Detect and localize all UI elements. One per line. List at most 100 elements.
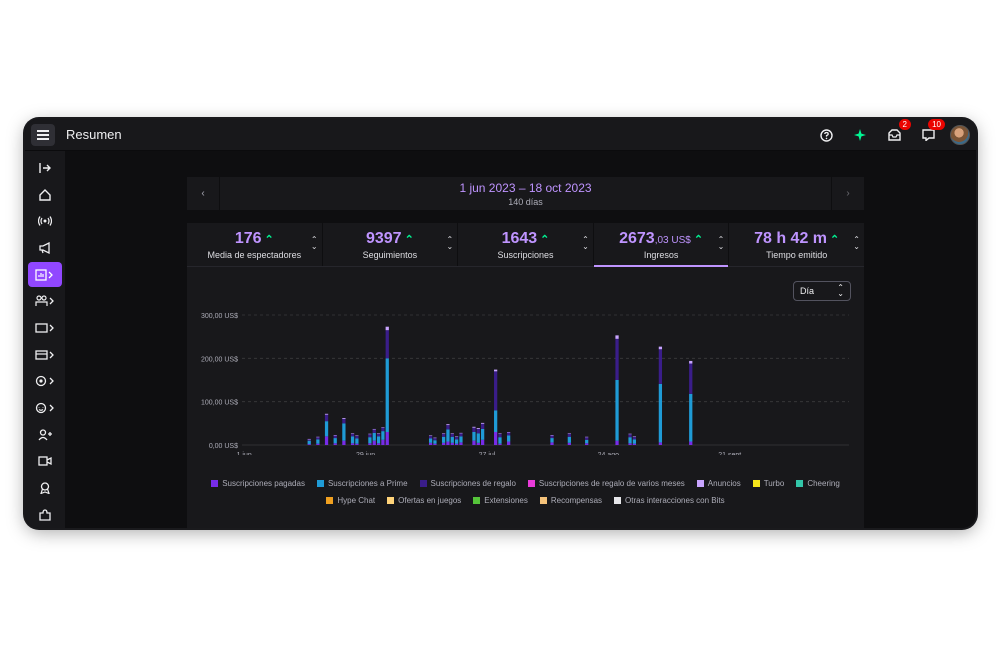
sort-icon: ⌃ ⌄ bbox=[717, 235, 725, 251]
chart-bar bbox=[494, 371, 498, 411]
inbox-icon[interactable]: 2 bbox=[882, 119, 911, 147]
chart-bar bbox=[446, 429, 450, 442]
legend-item[interactable]: Ofertas en juegos bbox=[387, 496, 461, 505]
chart-bar bbox=[324, 436, 329, 445]
next-period-button[interactable]: › bbox=[831, 177, 864, 210]
trend-up-icon: ⌃ bbox=[693, 234, 704, 246]
stat-avg-viewers[interactable]: 176 ⌃ Media de espectadores ⌃ ⌄ bbox=[187, 223, 323, 266]
legend-item[interactable]: Turbo bbox=[752, 479, 784, 488]
monetization-icon[interactable] bbox=[28, 342, 62, 367]
chart-bar bbox=[376, 433, 381, 434]
chart-bar bbox=[507, 432, 511, 436]
legend-item[interactable]: Suscripciones de regalo de varios meses bbox=[527, 479, 685, 488]
chart-bar bbox=[459, 436, 463, 443]
legend-item[interactable]: Hype Chat bbox=[326, 496, 375, 505]
stat-label: Seguimientos bbox=[362, 250, 418, 260]
trend-up-icon: ⌃ bbox=[264, 234, 274, 246]
x-tick-label: 27 jul bbox=[479, 452, 496, 455]
legend-item[interactable]: Otras interacciones con Bits bbox=[614, 496, 725, 505]
chart-bar bbox=[454, 443, 459, 445]
stat-value-cents: ,03 US$ bbox=[654, 235, 691, 246]
sort-icon: ⌃ ⌄ bbox=[446, 235, 454, 251]
legend-item[interactable]: Recompensas bbox=[539, 496, 602, 505]
home-icon[interactable] bbox=[28, 182, 62, 207]
stream-icon[interactable] bbox=[28, 208, 62, 233]
collapse-icon[interactable] bbox=[28, 155, 62, 180]
help-icon[interactable] bbox=[814, 123, 838, 147]
chart-bar bbox=[350, 433, 355, 437]
chart-bar bbox=[615, 338, 619, 380]
stat-time-streamed[interactable]: 78 h 42 m ⌃ Tiempo emitido ⌃ ⌄ bbox=[729, 223, 864, 266]
previous-period-button[interactable]: ‹ bbox=[187, 177, 220, 210]
legend-swatch bbox=[696, 480, 704, 487]
chart-bar bbox=[381, 427, 385, 428]
community-icon[interactable] bbox=[28, 288, 62, 313]
stats-panel: 176 ⌃ Media de espectadores ⌃ ⌄ 9397 ⌃ Segu… bbox=[187, 223, 864, 528]
chart-bar bbox=[615, 380, 619, 441]
chart-bar bbox=[372, 429, 376, 433]
legend-swatch bbox=[211, 480, 219, 487]
content-icon[interactable] bbox=[28, 315, 62, 340]
legend-item[interactable]: Cheering bbox=[796, 479, 840, 488]
chart-bar bbox=[333, 435, 337, 436]
add-user-icon[interactable] bbox=[28, 422, 62, 447]
stat-subscriptions[interactable]: 1643 ⌃ Suscripciones ⌃ ⌄ bbox=[458, 223, 594, 266]
legend-swatch bbox=[419, 480, 427, 487]
x-tick-label: 24 ago bbox=[598, 452, 620, 455]
date-range-display[interactable]: 1 jun 2023 – 18 oct 2023 140 días bbox=[220, 181, 831, 207]
chart-bar bbox=[441, 442, 446, 445]
legend-swatch bbox=[316, 480, 324, 487]
legend-swatch bbox=[473, 497, 481, 504]
chart-bar bbox=[628, 434, 632, 438]
stat-follows[interactable]: 9397 ⌃ Seguimientos ⌃ ⌄ bbox=[323, 223, 459, 266]
chart-bar bbox=[507, 441, 511, 445]
chart-bar bbox=[658, 442, 663, 445]
chart-bar bbox=[494, 432, 498, 445]
chart-bar bbox=[307, 440, 311, 445]
legend-swatch bbox=[326, 497, 334, 504]
notifications-icon[interactable]: 10 bbox=[916, 119, 945, 147]
legend-label: Ofertas en juegos bbox=[398, 496, 462, 505]
legend-item[interactable]: Extensiones bbox=[473, 496, 528, 505]
analytics-icon[interactable] bbox=[28, 262, 62, 287]
hamburger-icon[interactable] bbox=[31, 123, 55, 146]
sort-icon: ⌃ ⌄ bbox=[853, 235, 860, 251]
granularity-select[interactable]: Día ⌃ ⌄ bbox=[793, 281, 851, 301]
date-range-days: 140 días bbox=[508, 196, 543, 207]
chart-bar bbox=[658, 346, 663, 350]
extensions-icon[interactable] bbox=[28, 502, 62, 527]
chart-bar bbox=[628, 443, 632, 445]
chart-bar bbox=[324, 421, 329, 437]
x-tick-label: 29 jun bbox=[356, 452, 375, 455]
stat-value: 2673 bbox=[619, 230, 655, 247]
video-icon[interactable] bbox=[28, 448, 62, 473]
stat-revenue[interactable]: 2673,03 US$ ⌃ Ingresos ⌃ ⌄ bbox=[593, 223, 730, 267]
chart-bar bbox=[476, 433, 480, 443]
chart-bar bbox=[585, 436, 589, 438]
settings-icon[interactable] bbox=[28, 368, 62, 393]
sort-icon: ⌃ ⌄ bbox=[582, 235, 589, 251]
achievements-icon[interactable] bbox=[28, 475, 62, 500]
chart-bar bbox=[450, 436, 454, 443]
chart-bar bbox=[376, 436, 381, 444]
chart-bar bbox=[454, 436, 459, 437]
avatar[interactable] bbox=[950, 125, 970, 145]
page-title: Resumen bbox=[66, 127, 122, 142]
viewer-rewards-icon[interactable] bbox=[28, 395, 62, 420]
legend-item[interactable]: Suscripciones pagadas bbox=[211, 479, 305, 488]
legend-item[interactable]: Suscripciones a Prime bbox=[316, 479, 408, 488]
chart-bar bbox=[472, 427, 476, 432]
x-tick-label: 1 jun bbox=[237, 452, 252, 455]
promote-icon[interactable] bbox=[28, 235, 62, 260]
chart-bar bbox=[498, 443, 502, 445]
sparkle-icon[interactable] bbox=[848, 123, 872, 147]
legend-item[interactable]: Anuncios bbox=[696, 479, 741, 488]
chart-bar bbox=[615, 335, 619, 339]
chart-bar bbox=[441, 436, 446, 443]
stat-label: Ingresos bbox=[643, 250, 679, 260]
legend-item[interactable]: Suscripciones de regalo bbox=[419, 479, 516, 488]
chart-bar bbox=[476, 428, 480, 434]
chart-bar bbox=[476, 442, 480, 445]
chart-bar bbox=[567, 433, 571, 437]
stat-value: 1643 bbox=[501, 230, 538, 247]
